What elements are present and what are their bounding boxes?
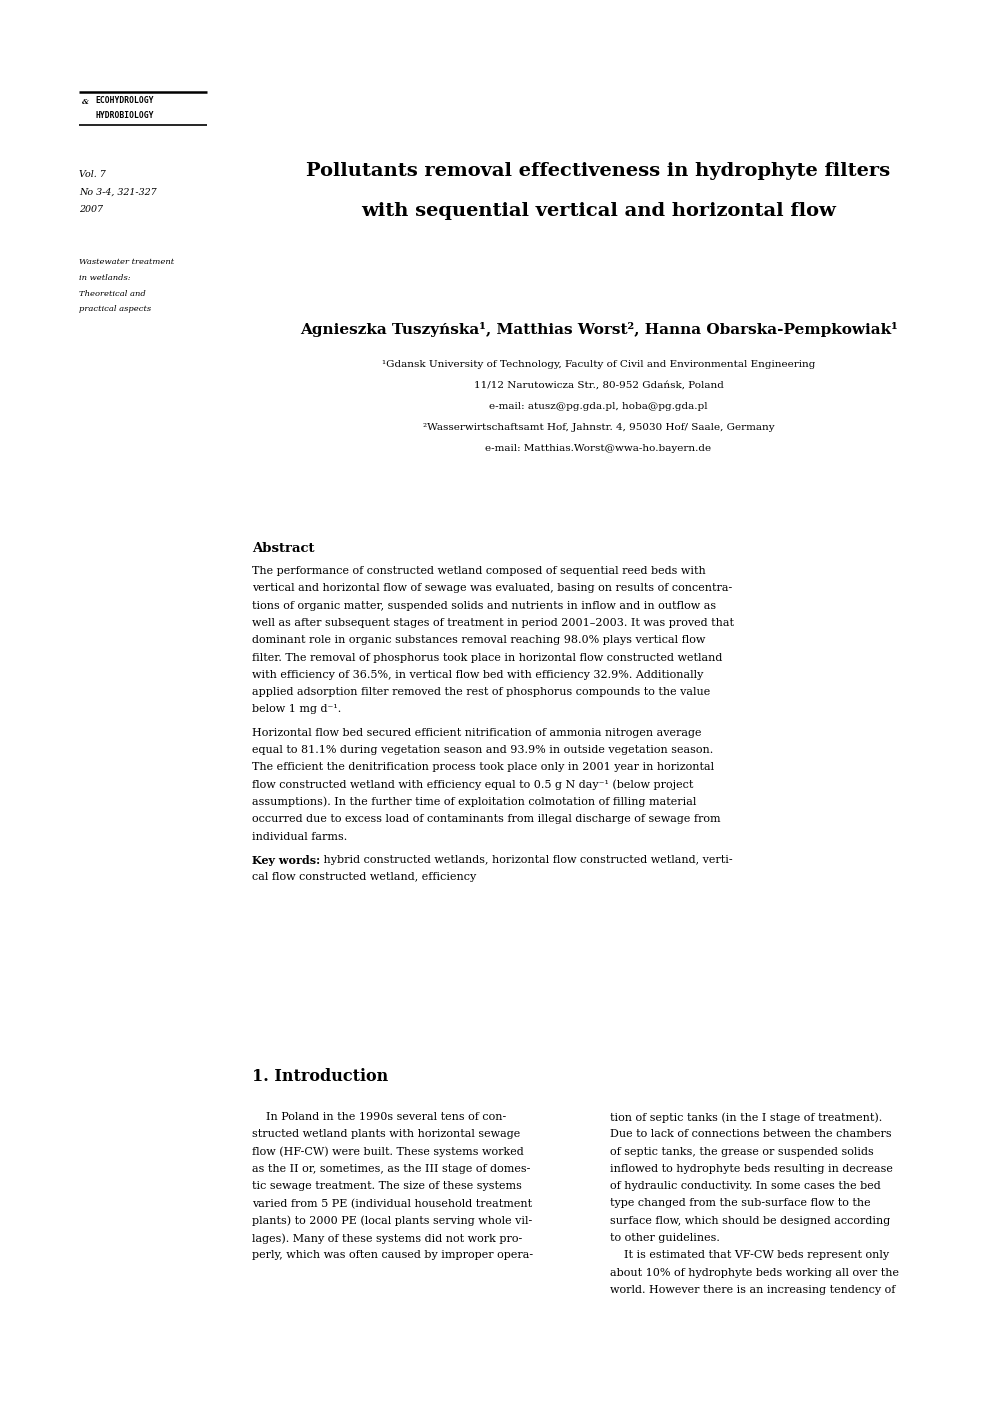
Text: Theoretical and: Theoretical and [79,289,146,297]
Text: Wastewater treatment: Wastewater treatment [79,258,175,267]
Text: Horizontal flow bed secured efficient nitrification of ammonia nitrogen average: Horizontal flow bed secured efficient ni… [252,728,701,738]
Text: The efficient the denitrification process took place only in 2001 year in horizo: The efficient the denitrification proces… [252,762,714,772]
Text: plants) to 2000 PE (local plants serving whole vil-: plants) to 2000 PE (local plants serving… [252,1216,533,1226]
Text: world. However there is an increasing tendency of: world. However there is an increasing te… [609,1285,895,1295]
Text: HYDROBIOLOGY: HYDROBIOLOGY [95,111,154,121]
Text: below 1 mg d⁻¹.: below 1 mg d⁻¹. [252,704,341,714]
Text: cal flow constructed wetland, efficiency: cal flow constructed wetland, efficiency [252,873,476,882]
Text: applied adsorption filter removed the rest of phosphorus compounds to the value: applied adsorption filter removed the re… [252,687,710,697]
Text: vertical and horizontal flow of sewage was evaluated, basing on results of conce: vertical and horizontal flow of sewage w… [252,584,732,593]
Text: tion of septic tanks (in the I stage of treatment).: tion of septic tanks (in the I stage of … [609,1113,882,1122]
Text: in wetlands:: in wetlands: [79,274,131,282]
Text: perly, which was often caused by improper opera-: perly, which was often caused by imprope… [252,1250,533,1260]
Text: tions of organic matter, suspended solids and nutrients in inflow and in outflow: tions of organic matter, suspended solid… [252,600,716,610]
Text: filter. The removal of phosphorus took place in horizontal flow constructed wetl: filter. The removal of phosphorus took p… [252,652,722,662]
Text: flow (HF-CW) were built. These systems worked: flow (HF-CW) were built. These systems w… [252,1146,524,1157]
Text: inflowed to hydrophyte beds resulting in decrease: inflowed to hydrophyte beds resulting in… [609,1164,893,1174]
Text: with efficiency of 36.5%, in vertical flow bed with efficiency 32.9%. Additional: with efficiency of 36.5%, in vertical fl… [252,669,703,680]
Text: tic sewage treatment. The size of these systems: tic sewage treatment. The size of these … [252,1181,522,1191]
Text: hybrid constructed wetlands, horizontal flow constructed wetland, verti-: hybrid constructed wetlands, horizontal … [320,854,733,864]
Text: type changed from the sub-surface flow to the: type changed from the sub-surface flow t… [609,1198,870,1208]
Text: Abstract: Abstract [252,542,314,556]
Text: surface flow, which should be designed according: surface flow, which should be designed a… [609,1216,890,1226]
Text: occurred due to excess load of contaminants from illegal discharge of sewage fro: occurred due to excess load of contamina… [252,814,720,824]
Text: ¹Gdansk University of Technology, Faculty of Civil and Environmental Engineering: ¹Gdansk University of Technology, Facult… [382,361,815,369]
Text: The performance of constructed wetland composed of sequential reed beds with: The performance of constructed wetland c… [252,565,705,577]
Text: individual farms.: individual farms. [252,832,347,842]
Text: equal to 81.1% during vegetation season and 93.9% in outside vegetation season.: equal to 81.1% during vegetation season … [252,745,713,755]
Text: well as after subsequent stages of treatment in period 2001–2003. It was proved : well as after subsequent stages of treat… [252,617,734,629]
Text: It is estimated that VF-CW beds represent only: It is estimated that VF-CW beds represen… [609,1250,889,1260]
Text: with sequential vertical and horizontal flow: with sequential vertical and horizontal … [361,202,836,220]
Text: lages). Many of these systems did not work pro-: lages). Many of these systems did not wo… [252,1233,522,1243]
Text: varied from 5 PE (individual household treatment: varied from 5 PE (individual household t… [252,1198,532,1209]
Text: &: & [82,98,89,107]
Text: structed wetland plants with horizontal sewage: structed wetland plants with horizontal … [252,1129,520,1139]
Text: assumptions). In the further time of exploitation colmotation of filling materia: assumptions). In the further time of exp… [252,797,696,808]
Text: Pollutants removal effectiveness in hydrophyte filters: Pollutants removal effectiveness in hydr… [307,161,891,180]
Text: e-mail: Matthias.Worst@wwa-ho.bayern.de: e-mail: Matthias.Worst@wwa-ho.bayern.de [485,443,711,453]
Text: dominant role in organic substances removal reaching 98.0% plays vertical flow: dominant role in organic substances remo… [252,636,705,645]
Text: 11/12 Narutowicza Str., 80-952 Gdańsk, Poland: 11/12 Narutowicza Str., 80-952 Gdańsk, P… [473,382,723,390]
Text: as the II or, sometimes, as the III stage of domes-: as the II or, sometimes, as the III stag… [252,1164,531,1174]
Text: In Poland in the 1990s several tens of con-: In Poland in the 1990s several tens of c… [252,1113,506,1122]
Text: e-mail: atusz@pg.gda.pl, hoba@pg.gda.pl: e-mail: atusz@pg.gda.pl, hoba@pg.gda.pl [489,403,708,411]
Text: Due to lack of connections between the chambers: Due to lack of connections between the c… [609,1129,891,1139]
Text: Vol. 7: Vol. 7 [79,170,106,180]
Text: 2007: 2007 [79,205,103,215]
Text: of hydraulic conductivity. In some cases the bed: of hydraulic conductivity. In some cases… [609,1181,880,1191]
Text: about 10% of hydrophyte beds working all over the: about 10% of hydrophyte beds working all… [609,1268,899,1278]
Text: practical aspects: practical aspects [79,306,151,313]
Text: No 3-4, 321-327: No 3-4, 321-327 [79,188,157,196]
Text: to other guidelines.: to other guidelines. [609,1233,719,1243]
Text: ²Wasserwirtschaftsamt Hof, Jahnstr. 4, 95030 Hof/ Saale, Germany: ²Wasserwirtschaftsamt Hof, Jahnstr. 4, 9… [423,422,775,432]
Text: Agnieszka Tuszyńska¹, Matthias Worst², Hanna Obarska-Pempkowiak¹: Agnieszka Tuszyńska¹, Matthias Worst², H… [300,323,898,337]
Text: 1. Introduction: 1. Introduction [252,1068,388,1085]
Text: ECOHYDROLOGY: ECOHYDROLOGY [95,95,154,105]
Text: Key words:: Key words: [252,854,320,866]
Text: of septic tanks, the grease or suspended solids: of septic tanks, the grease or suspended… [609,1146,873,1156]
Text: flow constructed wetland with efficiency equal to 0.5 g N day⁻¹ (below project: flow constructed wetland with efficiency… [252,780,693,790]
